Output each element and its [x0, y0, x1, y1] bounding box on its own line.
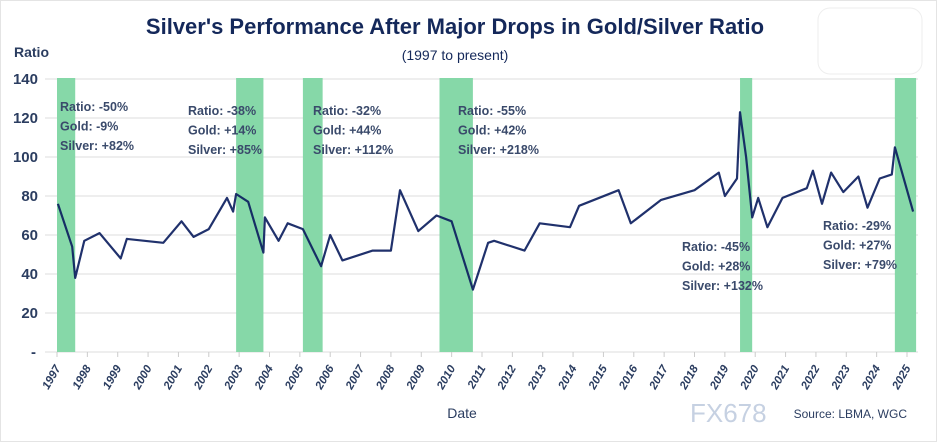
- annotation: Ratio: -55% Gold: +42% Silver: +218%: [458, 104, 539, 157]
- y-tick-label: 140: [13, 71, 38, 88]
- annotation-line: Gold: +28%: [682, 260, 750, 274]
- y-tick-label: 40: [21, 266, 38, 283]
- annotation-line: Ratio: -29%: [823, 219, 891, 233]
- annotation-line: Gold: +14%: [188, 124, 256, 138]
- annotation-line: Ratio: -50%: [60, 100, 128, 114]
- y-axis-label: Ratio: [14, 44, 49, 60]
- annotation-line: Silver: +79%: [823, 258, 897, 272]
- annotation-line: Silver: +132%: [682, 279, 763, 293]
- annotation: Ratio: -50% Gold: -9% Silver: +82%: [60, 100, 134, 153]
- highlight-band: [57, 78, 76, 352]
- annotation-line: Gold: +44%: [313, 124, 381, 138]
- highlight-band: [439, 78, 473, 352]
- y-tick-label: 80: [21, 188, 38, 205]
- chart-title: Silver's Performance After Major Drops i…: [146, 14, 764, 39]
- watermark: FX678: [690, 398, 767, 428]
- annotation-line: Ratio: -45%: [682, 240, 750, 254]
- y-tick-label: 60: [21, 227, 38, 244]
- annotation: Ratio: -29% Gold: +27% Silver: +79%: [823, 219, 897, 272]
- annotation-line: Gold: +42%: [458, 124, 526, 138]
- annotation-line: Silver: +218%: [458, 143, 539, 157]
- annotation-line: Gold: -9%: [60, 120, 118, 134]
- annotation-line: Ratio: -55%: [458, 104, 526, 118]
- y-tick-label: 120: [13, 110, 38, 127]
- y-tick-label: 100: [13, 149, 38, 166]
- highlight-band: [302, 78, 323, 352]
- annotation: Ratio: -32% Gold: +44% Silver: +112%: [313, 104, 393, 157]
- y-tick-label: 20: [21, 305, 38, 322]
- ratio-line: [56, 111, 915, 291]
- highlight-band: [740, 78, 753, 352]
- y-tick-label: -: [31, 344, 36, 361]
- chart-subtitle: (1997 to present): [402, 47, 509, 63]
- annotation-line: Ratio: -32%: [313, 104, 381, 118]
- source-note: Source: LBMA, WGC: [794, 407, 908, 421]
- annotation-line: Silver: +82%: [60, 139, 134, 153]
- highlight-band: [236, 78, 264, 352]
- annotation-line: Silver: +112%: [313, 143, 393, 157]
- annotation: Ratio: -45% Gold: +28% Silver: +132%: [682, 240, 763, 293]
- logo-cover-box: [817, 7, 923, 75]
- annotation-line: Gold: +27%: [823, 239, 891, 253]
- x-axis-label: Date: [447, 405, 477, 421]
- annotation-line: Silver: +85%: [188, 143, 262, 157]
- annotation-line: Ratio: -38%: [188, 104, 256, 118]
- highlight-band: [894, 78, 917, 352]
- annotation: Ratio: -38% Gold: +14% Silver: +85%: [188, 104, 262, 157]
